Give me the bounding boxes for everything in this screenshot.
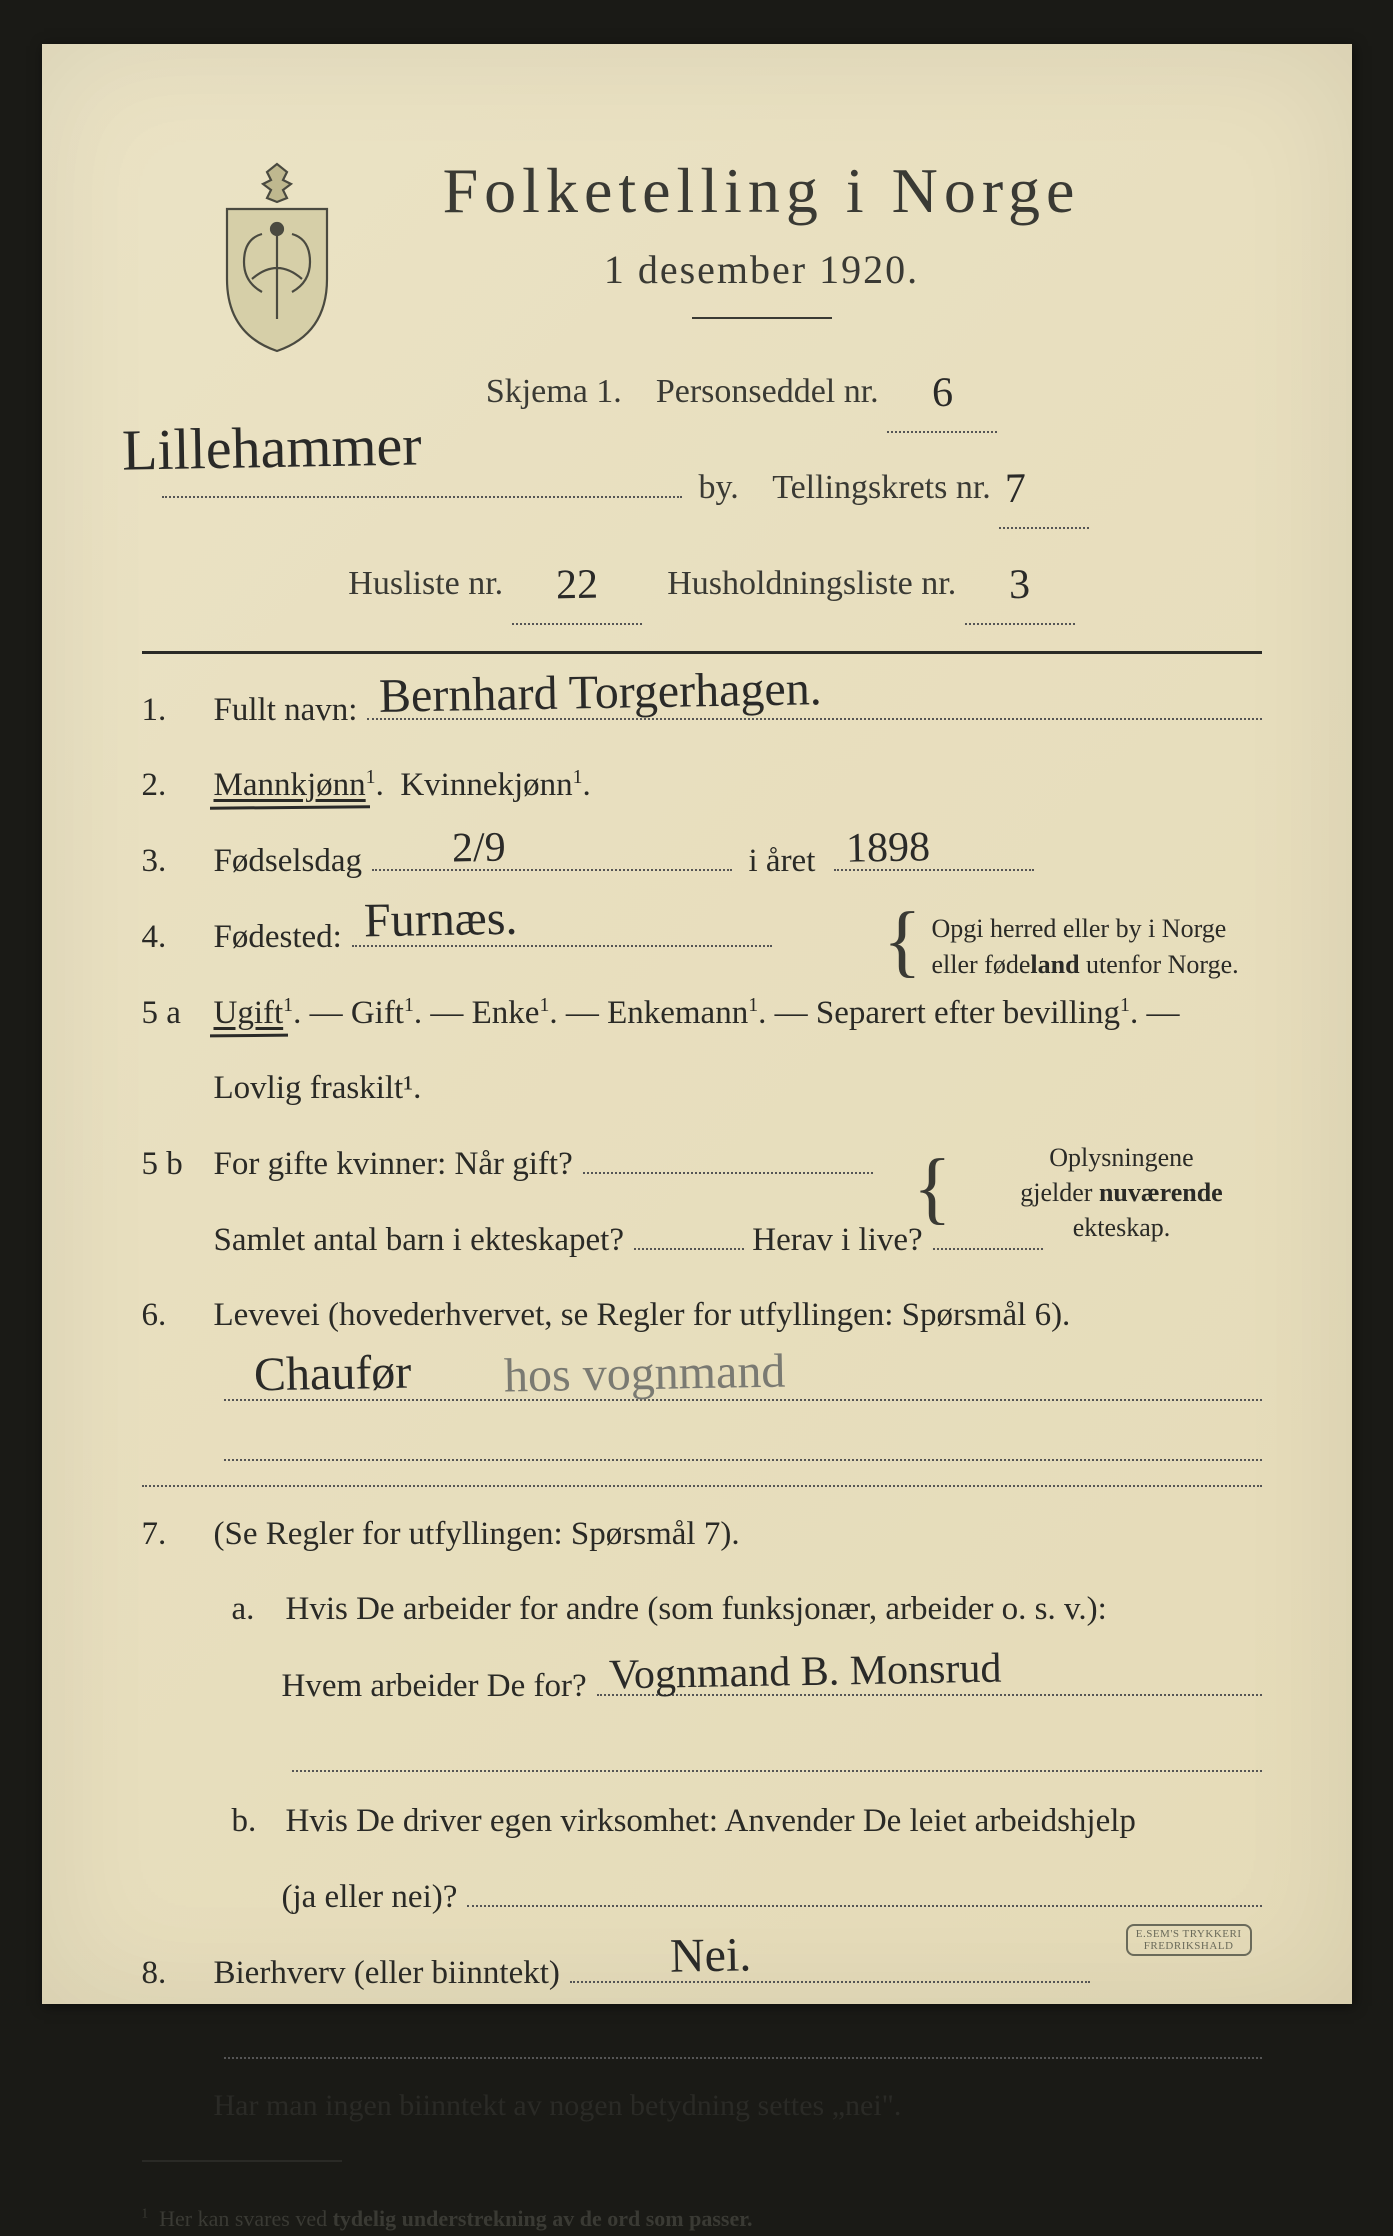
husliste-label: Husliste nr. [348,565,503,602]
q2-row: 2. Mannkjønn1. Kvinnekjønn1. [142,760,1262,811]
q3-label: Fødselsdag [214,836,363,887]
personseddel-label: Personseddel nr. [656,373,879,410]
skjema-label: Skjema 1. [486,373,622,410]
q6-blank-row [214,1425,1262,1461]
q6-label: Levevei (hovederhvervet, se Regler for u… [214,1290,1071,1341]
q4-label: Fødested: [214,912,342,963]
q5a-ugift: Ugift [214,995,284,1031]
q5b-row1: 5 b For gifte kvinner: Når gift? { Oplys… [142,1138,1262,1190]
by-label: by. [699,469,739,506]
city-name: Lillehammer [121,387,423,508]
q7-label: (Se Regler for utfyllingen: Spørsmål 7). [214,1509,740,1560]
q2-num: 2. [142,760,214,811]
q8-num: 8. [142,1948,214,1999]
divider [692,317,832,319]
q7b-l1: Hvis De driver egen virksomhet: Anvender… [286,1796,1136,1847]
q8-label: Bierhverv (eller biinntekt) [214,1948,560,1999]
personseddel-nr: 6 [931,351,953,435]
husholdning-label: Husholdningsliste nr. [667,565,956,602]
q1-num: 1. [142,685,214,736]
q6-value-faint: hos vognmand [503,1334,786,1413]
q7a-l1: Hvis De arbeider for andre (som funksjon… [286,1584,1107,1635]
q4-row: 4. Fødested: Furnæs. { Opgi herred eller… [142,911,1262,963]
q7b-num: b. [214,1796,286,1847]
q6-num: 6. [142,1290,214,1341]
q4-sidenote: Opgi herred eller by i Norge eller fødel… [932,911,1262,981]
q7a-row2: Hvem arbeider De for? Vognmand B. Monsru… [282,1660,1262,1712]
q8-blank [214,2023,1262,2059]
q6-value-dark: Chaufør [253,1336,412,1413]
q1-row: 1. Fullt navn: Bernhard Torgerhagen. [142,684,1262,736]
q3-num: 3. [142,836,214,887]
coat-of-arms-icon [207,154,347,354]
q5b-row2: Samlet antal barn i ekteskapet? Herav i … [214,1214,1262,1266]
q1-label: Fullt navn: [214,685,358,736]
q6-row: 6. Levevei (hovederhvervet, se Regler fo… [142,1290,1262,1341]
q7b-l2: (ja eller nei)? [282,1872,458,1923]
q4-value: Furnæs. [363,882,518,959]
husliste-nr: 22 [555,543,598,628]
q2-mann: Mannkjønn [214,767,366,803]
form-header: Folketelling i Norge 1 desember 1920. [262,154,1262,319]
q7b-row1: b. Hvis De driver egen virksomhet: Anven… [214,1796,1262,1847]
form-subtitle: 1 desember 1920. [262,246,1262,293]
tail-note-row: Har man ingen biinntekt av nogen betydni… [214,2083,1262,2130]
q3-row: 3. Fødselsdag 2/9 i året 1898 [142,835,1262,887]
divider [142,2160,342,2162]
q8-value: Nei. [669,1918,752,1994]
census-form-paper: Folketelling i Norge 1 desember 1920. Sk… [42,44,1352,2004]
q7-row: 7. (Se Regler for utfyllingen: Spørsmål … [142,1509,1262,1560]
husholdning-nr: 3 [1008,543,1030,627]
q5a-options2: Lovlig fraskilt¹. [214,1063,422,1114]
printer-stamp: E.SEM'S TRYKKERI FREDRIKSHALD [1126,1924,1252,1956]
q3-daymonth: 2/9 [451,816,506,882]
q7a-l2: Hvem arbeider De for? [282,1661,587,1712]
q5b-l2a: Samlet antal barn i ekteskapet? [214,1215,625,1266]
q3-mid: i året [749,836,816,887]
tail-note: Har man ingen biinntekt av nogen betydni… [214,2083,902,2130]
q3-year: 1898 [845,815,930,882]
q5a-num: 5 a [142,988,214,1039]
tellingskrets-nr: 7 [1005,447,1027,531]
q7-num: 7. [142,1509,214,1560]
q8-row: 8. Bierhverv (eller biinntekt) Nei. [142,1947,1262,1999]
q7a-blank [282,1736,1262,1772]
q4-num: 4. [142,912,214,963]
q7b-row2: (ja eller nei)? [282,1871,1262,1923]
q1-value: Bernhard Torgerhagen. [379,652,823,734]
meta-block: Skjema 1. Personseddel nr. 6 Lillehammer… [162,347,1262,625]
q7a-row1: a. Hvis De arbeider for andre (som funks… [214,1584,1262,1635]
tellingskrets-label: Tellingskrets nr. [772,469,991,506]
footnote: 1 Her kan svares ved tydelig understrekn… [142,2202,1262,2236]
q5b-num: 5 b [142,1139,214,1190]
q6-value-row: Chaufør hos vognmand [214,1365,1262,1401]
q5b-l1a: For gifte kvinner: Når gift? [214,1139,573,1190]
q5a-row2: Lovlig fraskilt¹. [214,1063,1262,1114]
form-body: 1. Fullt navn: Bernhard Torgerhagen. 2. … [142,684,1262,2236]
q7a-value: Vognmand B. Monsrud [608,1637,1001,1709]
q2-kvinne: Kvinnekjønn [400,767,572,803]
q5a-row: 5 a Ugift1. — Gift1. — Enke1. — Enkemann… [142,988,1262,1039]
divider [142,1485,1262,1487]
q7a-num: a. [214,1584,286,1635]
form-title: Folketelling i Norge [262,154,1262,228]
q5b-l2b: Herav i live? [752,1215,922,1266]
